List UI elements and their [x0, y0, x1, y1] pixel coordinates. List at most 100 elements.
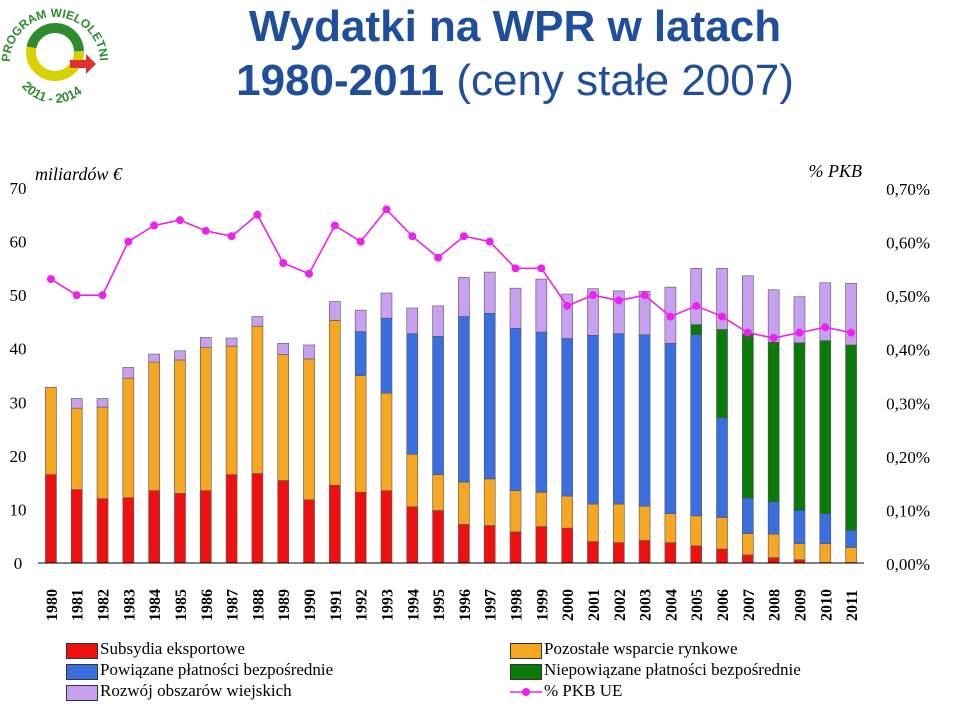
bar-segment — [329, 485, 341, 564]
pkb-point — [175, 216, 184, 225]
bar-segment — [638, 334, 651, 507]
bar-segment — [329, 320, 341, 486]
bar-segment — [380, 490, 393, 564]
bar-segment — [174, 493, 186, 564]
left-tick-label: 10 — [10, 500, 27, 519]
pkb-point — [124, 237, 133, 246]
bar-segment — [716, 268, 728, 330]
pkb-point — [743, 328, 752, 337]
bar-segment — [354, 375, 367, 493]
bar-segment — [793, 543, 806, 561]
bar-segment — [690, 334, 703, 517]
bar-segment — [845, 530, 857, 548]
left-tick-label: 0 — [14, 554, 23, 573]
bar-segment — [793, 510, 806, 545]
bar-segment — [612, 503, 625, 543]
bar-segment — [716, 329, 728, 419]
x-tick-label: 1994 — [405, 589, 422, 621]
x-tick-label: 1986 — [199, 589, 216, 621]
pkb-point — [537, 264, 546, 273]
pkb-point — [408, 232, 417, 241]
right-tick-label: 0,60% — [886, 234, 930, 253]
x-tick-label: 2008 — [767, 589, 784, 621]
bar-segment — [819, 513, 832, 545]
bar-segment — [767, 289, 780, 343]
x-tick-label: 1981 — [70, 589, 87, 621]
bar-segment — [96, 406, 109, 500]
x-tick-label: 2002 — [612, 589, 629, 621]
bar-segment — [845, 547, 857, 563]
pkb-point — [614, 296, 623, 305]
bar-segment — [277, 480, 290, 564]
bar-segment — [148, 490, 160, 564]
pkb-point — [150, 221, 159, 230]
bar-segment — [483, 478, 496, 526]
bar-segment — [45, 474, 57, 564]
pkb-point — [459, 232, 468, 241]
pkb-point — [640, 291, 649, 300]
legend-swatch — [510, 664, 542, 680]
bar-segment — [793, 296, 806, 344]
bar-segment — [96, 498, 109, 564]
bar-segment — [432, 336, 444, 475]
bar-segment — [354, 309, 367, 332]
page-title: Wydatki na WPR w latach — [248, 2, 782, 51]
bar-segment — [638, 540, 651, 564]
pkb-line-path — [50, 208, 852, 339]
bar-segment — [483, 525, 496, 564]
pkb-point — [46, 275, 55, 284]
bar-segment — [225, 337, 238, 347]
bar-segment — [612, 542, 625, 564]
pkb-point — [718, 312, 727, 321]
bar-segment — [251, 473, 264, 564]
x-tick-label: 2000 — [560, 589, 577, 621]
x-tick-label: 1999 — [534, 589, 551, 621]
bar-segment — [819, 543, 832, 563]
bar-segment — [664, 513, 677, 543]
bar-segment — [535, 331, 548, 493]
pkb-point — [279, 259, 288, 267]
pkb-point — [98, 291, 107, 300]
bar-segment — [612, 290, 625, 335]
logo-ring-green — [26, 23, 84, 81]
x-tick-label: 1996 — [457, 589, 474, 621]
bar-segment — [174, 359, 186, 494]
logo-arrow — [70, 54, 96, 74]
bar-segment — [225, 345, 238, 475]
title-prices: (ceny stałe 2007) — [444, 56, 794, 105]
bar-segment — [509, 287, 522, 329]
bar-segment — [199, 347, 212, 491]
bar-segment — [483, 271, 496, 314]
x-tick-label: 1997 — [483, 589, 500, 621]
bar-segment — [70, 407, 83, 490]
bar-segment — [664, 542, 677, 564]
bar-segment — [767, 533, 780, 558]
x-tick-label: 2010 — [818, 589, 835, 621]
bar-segment — [742, 275, 754, 335]
bar-segment — [174, 350, 186, 361]
bar-segment — [432, 510, 444, 564]
bar-segment — [561, 495, 573, 529]
pkb-point — [795, 328, 804, 337]
bar-segment — [277, 354, 290, 481]
bar-segment — [742, 333, 754, 499]
pkb-point — [434, 253, 443, 262]
pkb-point — [201, 226, 210, 235]
x-tick-label: 1991 — [328, 589, 345, 621]
bar-segment — [303, 344, 315, 360]
legend-label: Pozostałe wsparcie rynkowe — [544, 639, 738, 658]
legend-line-swatch — [510, 688, 542, 696]
stacked-bars — [45, 268, 857, 564]
bar-segment — [587, 335, 599, 505]
bar-segment — [561, 293, 573, 339]
left-tick-label: 70 — [10, 179, 27, 198]
bar-segment — [70, 489, 83, 564]
bar-segment — [122, 497, 135, 564]
bar-segment — [742, 533, 754, 556]
bar-segment — [122, 367, 135, 379]
legend-label: Subsydia eksportowe — [100, 639, 245, 658]
x-tick-label: 1995 — [431, 589, 448, 621]
bar-segment — [406, 506, 419, 564]
bar-segment — [303, 358, 315, 501]
